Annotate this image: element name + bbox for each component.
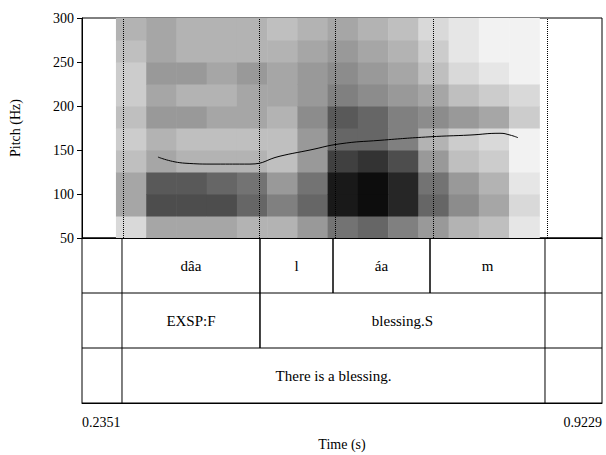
svg-text:EXSP:F: EXSP:F: [166, 313, 215, 329]
svg-text:0.2351: 0.2351: [82, 415, 121, 430]
svg-text:100: 100: [53, 187, 74, 202]
svg-text:m: m: [482, 258, 494, 274]
svg-text:0.9229: 0.9229: [564, 415, 603, 430]
svg-text:l: l: [294, 258, 298, 274]
svg-text:250: 250: [53, 55, 74, 70]
svg-text:dâa: dâa: [181, 258, 202, 274]
svg-text:200: 200: [53, 99, 74, 114]
svg-text:300: 300: [53, 11, 74, 26]
svg-text:150: 150: [53, 143, 74, 158]
svg-text:There is a blessing.: There is a blessing.: [276, 368, 392, 384]
svg-text:Pitch (Hz): Pitch (Hz): [8, 99, 24, 157]
svg-text:Time (s): Time (s): [318, 437, 366, 453]
svg-text:50: 50: [60, 231, 74, 246]
svg-text:áa: áa: [375, 258, 389, 274]
svg-text:blessing.S: blessing.S: [372, 313, 433, 329]
